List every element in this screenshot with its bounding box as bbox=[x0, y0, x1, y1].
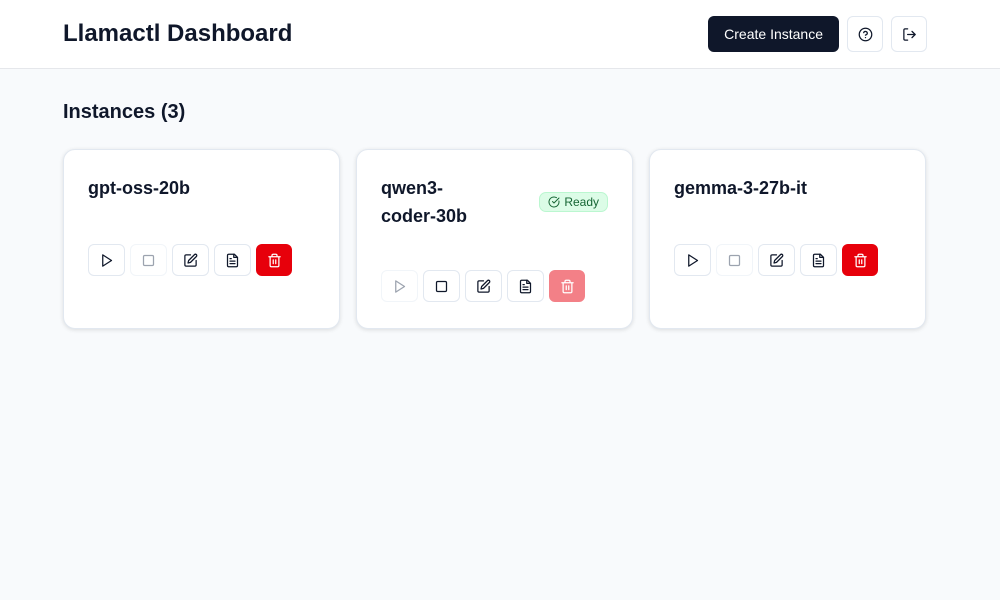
stop-button[interactable] bbox=[716, 244, 753, 276]
instance-name: qwen3-coder-30b bbox=[381, 178, 468, 226]
edit-button[interactable] bbox=[172, 244, 209, 276]
instance-name: gemma-3-27b-it bbox=[674, 178, 808, 198]
square-icon bbox=[142, 254, 155, 266]
play-icon bbox=[688, 253, 699, 267]
stop-button[interactable] bbox=[423, 270, 460, 302]
status-badge: Ready bbox=[539, 192, 608, 212]
edit-button[interactable] bbox=[758, 244, 795, 276]
logs-button[interactable] bbox=[214, 244, 251, 276]
check-circle-icon bbox=[548, 196, 560, 208]
start-button[interactable] bbox=[88, 244, 125, 276]
trash-icon bbox=[267, 253, 281, 267]
trash-icon bbox=[560, 279, 574, 293]
logout-button[interactable] bbox=[891, 16, 927, 52]
delete-button[interactable] bbox=[842, 244, 878, 276]
instance-name: gpt-oss-20b bbox=[88, 178, 191, 198]
edit-icon bbox=[477, 279, 491, 293]
file-text-icon bbox=[812, 253, 825, 267]
logout-icon bbox=[902, 27, 916, 41]
file-text-icon bbox=[226, 253, 239, 267]
play-icon bbox=[102, 253, 113, 267]
help-button[interactable] bbox=[847, 16, 883, 52]
file-text-icon bbox=[519, 279, 532, 293]
play-icon bbox=[395, 279, 406, 293]
logs-button[interactable] bbox=[507, 270, 544, 302]
instance-card: gemma-3-27b-it bbox=[649, 149, 926, 329]
instances-heading: Instances (3) bbox=[63, 101, 186, 123]
instance-card: gpt-oss-20b bbox=[63, 149, 340, 329]
create-instance-button[interactable]: Create Instance bbox=[708, 16, 839, 52]
start-button[interactable] bbox=[674, 244, 711, 276]
instance-card: qwen3-coder-30b Ready bbox=[356, 149, 633, 329]
status-text: Ready bbox=[564, 195, 599, 209]
edit-icon bbox=[770, 253, 784, 267]
header: Llamactl Dashboard Create Instance bbox=[0, 0, 1000, 69]
square-icon bbox=[728, 254, 741, 266]
app-title: Llamactl Dashboard bbox=[63, 20, 293, 47]
start-button[interactable] bbox=[381, 270, 418, 302]
square-icon bbox=[435, 280, 448, 292]
delete-button[interactable] bbox=[549, 270, 585, 302]
edit-button[interactable] bbox=[465, 270, 502, 302]
delete-button[interactable] bbox=[256, 244, 292, 276]
edit-icon bbox=[184, 253, 198, 267]
stop-button[interactable] bbox=[130, 244, 167, 276]
trash-icon bbox=[853, 253, 867, 267]
help-circle-icon bbox=[858, 27, 872, 41]
logs-button[interactable] bbox=[800, 244, 837, 276]
instance-grid: gpt-oss-20b qwen3-coder-30b Ready gemma-… bbox=[63, 149, 937, 329]
